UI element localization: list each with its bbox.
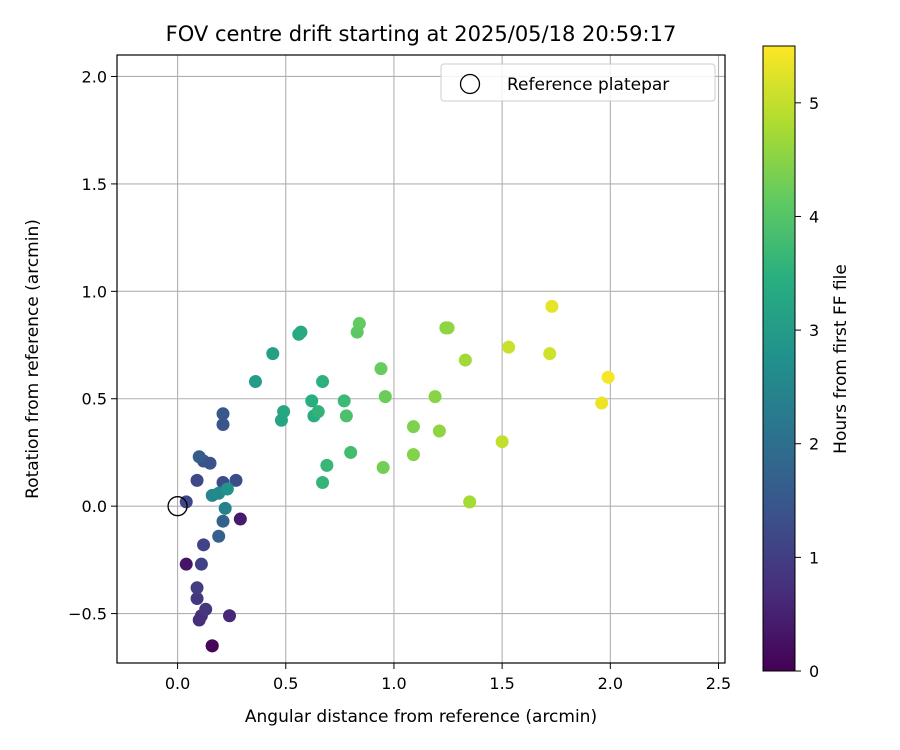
data-point xyxy=(320,458,334,472)
colorbar-tick-label: 4 xyxy=(809,207,819,226)
colorbar-tick-label: 2 xyxy=(809,435,819,454)
y-tick-label: 0.0 xyxy=(82,497,107,516)
data-point xyxy=(199,602,213,616)
reference-point-layer xyxy=(167,496,188,517)
data-point xyxy=(339,409,353,423)
colorbar: 0 1 2 3 4 5 Hours from first FF file xyxy=(762,45,851,681)
data-point xyxy=(216,514,230,528)
data-point xyxy=(378,390,392,404)
x-tick-label: 0.0 xyxy=(165,674,190,693)
plot-frame xyxy=(116,54,726,664)
data-point xyxy=(212,529,226,543)
data-point xyxy=(352,317,366,331)
data-point xyxy=(248,375,262,389)
data-point xyxy=(441,321,455,335)
data-point xyxy=(197,538,211,552)
data-point xyxy=(502,340,516,354)
data-point xyxy=(190,581,204,595)
colorbar-tick-label: 5 xyxy=(809,94,819,113)
data-point xyxy=(266,347,280,361)
data-point xyxy=(203,456,217,470)
data-point xyxy=(406,420,420,434)
legend-reference-marker xyxy=(459,73,481,95)
data-point xyxy=(344,445,358,459)
data-point xyxy=(216,407,230,421)
y-tick-label: 1.0 xyxy=(82,282,107,301)
data-point xyxy=(305,394,319,408)
data-point xyxy=(545,299,559,313)
data-point xyxy=(601,370,615,384)
data-point xyxy=(311,405,325,419)
x-tick-label: 1.0 xyxy=(381,674,406,693)
colorbar-tick-label: 0 xyxy=(809,662,819,681)
data-point xyxy=(495,435,509,449)
colorbar-title: Hours from first FF file xyxy=(831,264,851,454)
x-tick-label: 0.5 xyxy=(273,674,298,693)
data-point xyxy=(229,473,243,487)
data-point xyxy=(595,396,609,410)
data-point xyxy=(194,557,208,571)
data-point xyxy=(205,639,219,653)
y-tick-label: 1.5 xyxy=(82,175,107,194)
data-points xyxy=(179,299,615,653)
data-point xyxy=(337,394,351,408)
data-point xyxy=(406,448,420,462)
legend-box xyxy=(440,63,716,102)
data-point xyxy=(294,325,308,339)
grid-lines xyxy=(117,55,725,663)
chart-title: FOV centre drift starting at 2025/05/18 … xyxy=(166,22,677,46)
data-point xyxy=(179,557,193,571)
legend-reference-label: Reference platepar xyxy=(507,75,669,95)
data-point xyxy=(192,450,206,464)
data-point xyxy=(374,362,388,376)
reference-platepar-marker xyxy=(167,496,188,517)
data-point xyxy=(220,482,234,496)
colorbar-tick-label: 3 xyxy=(809,321,819,340)
x-tick-label: 2.5 xyxy=(706,674,731,693)
data-point xyxy=(463,495,477,509)
data-point xyxy=(458,353,472,367)
data-point xyxy=(432,424,446,438)
data-point xyxy=(216,418,230,432)
data-point xyxy=(376,460,390,474)
y-axis-ticks: −0.5 0.0 0.5 1.0 1.5 2.0 xyxy=(68,67,117,624)
colorbar-gradient xyxy=(762,45,796,672)
data-point xyxy=(316,375,330,389)
data-point xyxy=(190,473,204,487)
data-point xyxy=(233,512,247,526)
data-point xyxy=(223,609,237,623)
data-point xyxy=(277,405,291,419)
data-point xyxy=(543,347,557,361)
x-tick-label: 1.5 xyxy=(489,674,514,693)
colorbar-tick-label: 1 xyxy=(809,548,819,567)
y-axis-title: Rotation from reference (arcmin) xyxy=(23,219,43,499)
data-point xyxy=(190,592,204,606)
x-axis-title: Angular distance from reference (arcmin) xyxy=(245,707,597,727)
x-axis-ticks: 0.0 0.5 1.0 1.5 2.0 2.5 xyxy=(165,663,731,693)
x-tick-label: 2.0 xyxy=(598,674,623,693)
y-tick-label: 0.5 xyxy=(82,390,107,409)
data-point xyxy=(316,476,330,490)
legend: Reference platepar xyxy=(440,63,716,102)
y-tick-label: 2.0 xyxy=(82,67,107,86)
colorbar-ticks: 0 1 2 3 4 5 xyxy=(795,94,819,681)
data-point xyxy=(428,390,442,404)
y-tick-label: −0.5 xyxy=(68,605,107,624)
data-point xyxy=(218,501,232,515)
